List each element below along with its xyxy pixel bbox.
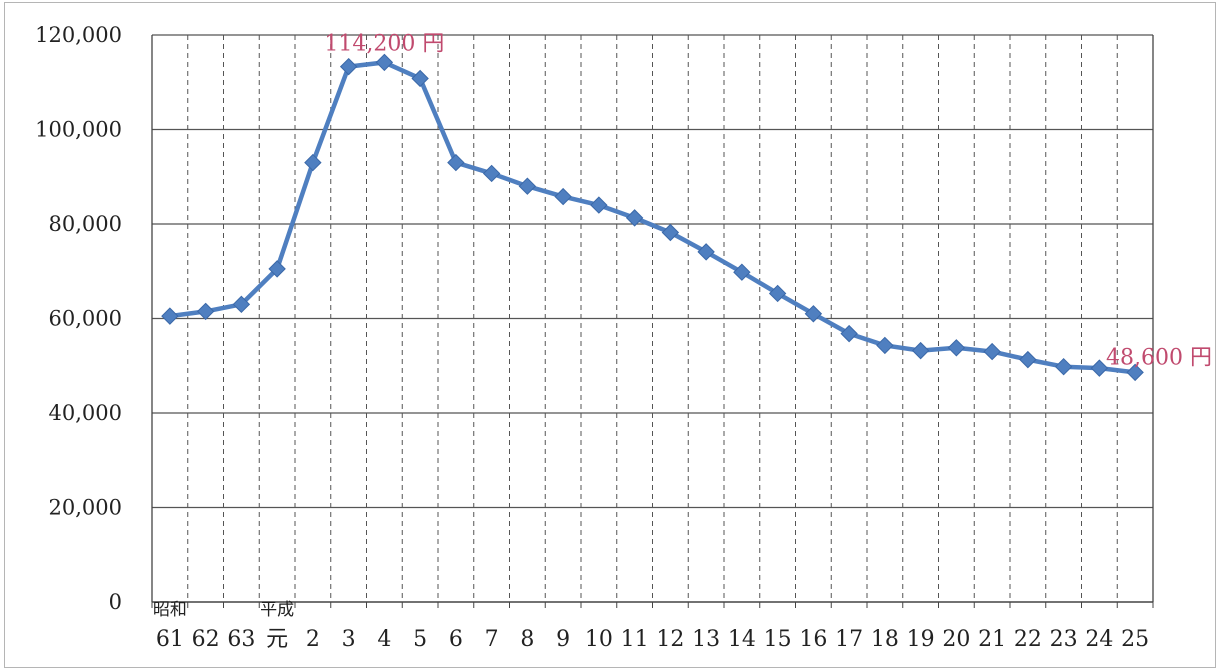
series-line: [167, 60, 1138, 375]
x-tick-label: 17: [835, 627, 863, 652]
data-point-marker: [411, 69, 429, 88]
data-point-marker: [339, 57, 358, 76]
era-label: 昭和: [153, 600, 187, 620]
data-point-marker: [661, 223, 680, 242]
data-point-marker: [590, 196, 608, 214]
x-tick-label: 11: [621, 627, 649, 652]
x-tick-label: 5: [413, 627, 427, 652]
x-tick-label: 22: [1014, 627, 1042, 652]
data-point-marker: [268, 260, 286, 278]
x-tick-label: 61: [156, 627, 184, 652]
x-tick-label: 13: [692, 627, 720, 652]
x-tick-label: 14: [728, 627, 756, 652]
y-tick-label: 20,000: [49, 496, 122, 520]
data-point-marker: [482, 164, 501, 183]
data-point-marker: [1054, 357, 1073, 376]
data-point-marker: [1019, 350, 1037, 369]
data-point-marker: [554, 187, 572, 206]
y-tick-label: 40,000: [49, 401, 122, 425]
y-tick-label: 120,000: [35, 23, 122, 47]
data-point-marker: [733, 263, 751, 281]
data-point-marker: [911, 341, 930, 360]
x-tick-label: 18: [871, 627, 899, 652]
data-point-marker: [304, 153, 322, 172]
data-point-marker: [232, 295, 251, 314]
x-tick-label: 20: [942, 627, 970, 652]
x-tick-label: 元: [266, 627, 288, 652]
x-tick-label: 23: [1050, 627, 1078, 652]
data-point-marker: [625, 209, 644, 227]
data-point-marker: [804, 305, 823, 323]
y-tick-label: 80,000: [49, 212, 122, 236]
x-tick-label: 62: [192, 627, 220, 652]
data-point-marker: [518, 177, 537, 195]
data-point-marker: [1090, 359, 1109, 377]
x-tick-label: 10: [585, 627, 613, 652]
y-tick-label: 100,000: [35, 118, 122, 142]
x-tick-label: 63: [227, 627, 255, 652]
data-point-marker: [375, 53, 394, 72]
data-point-marker: [947, 339, 966, 357]
chart-frame: [4, 2, 1216, 668]
data-point-marker: [876, 336, 894, 355]
x-tick-label: 16: [799, 627, 827, 652]
data-point-marker: [161, 307, 179, 325]
data-point-marker: [196, 302, 215, 321]
x-tick-label: 6: [449, 627, 463, 652]
x-tick-label: 9: [556, 627, 570, 652]
era-label: 平成: [260, 600, 294, 620]
value-callout: 48,600 円: [1106, 345, 1212, 370]
x-tick-label: 15: [764, 627, 792, 652]
x-tick-label: 2: [306, 627, 320, 652]
x-tick-label: 8: [520, 627, 534, 652]
x-tick-label: 3: [342, 627, 356, 652]
x-tick-label: 4: [377, 627, 391, 652]
x-tick-label: 24: [1085, 627, 1113, 652]
data-point-marker: [1126, 363, 1144, 382]
x-tick-label: 7: [485, 627, 499, 652]
data-point-marker: [840, 324, 858, 343]
data-point-marker: [768, 284, 787, 303]
data-point-marker: [983, 342, 1001, 361]
data-point-marker: [697, 243, 715, 261]
x-tick-label: 25: [1121, 627, 1149, 652]
x-tick-label: 21: [978, 627, 1006, 652]
y-tick-label: 0: [109, 590, 122, 614]
data-point-marker: [447, 153, 465, 172]
x-tick-label: 19: [907, 627, 935, 652]
x-tick-label: 12: [656, 627, 684, 652]
value-callout: 114,200 円: [324, 31, 444, 56]
y-tick-label: 60,000: [49, 307, 122, 331]
